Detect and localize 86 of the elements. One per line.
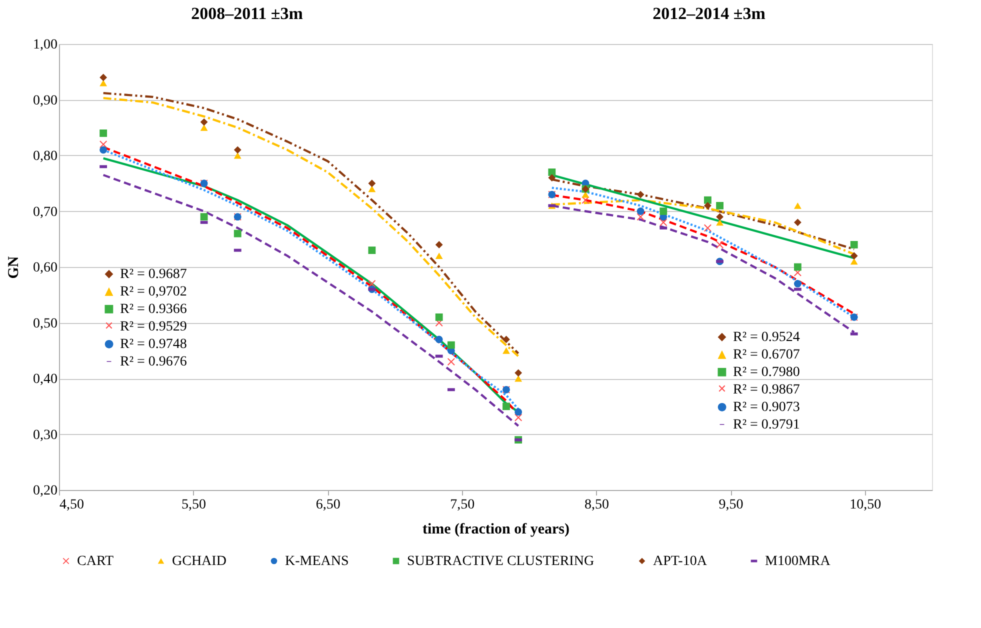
legend-label: K-MEANS [285,554,349,569]
annotation: ■ R² = 0.7980 [716,365,800,380]
legend-label: APT-10A [653,554,708,569]
point [514,375,522,382]
annotation: ▲ R² = 0,9702 [104,284,187,300]
point [660,208,668,215]
point [850,258,858,265]
y-tick-label: 0,70 [33,204,58,220]
point [100,74,108,82]
x-tick-label: 5,50 [182,498,206,512]
point [502,402,510,410]
point [514,369,522,377]
point [368,186,376,192]
point [716,213,724,221]
point [100,140,108,148]
annotation: ● R² = 0.9748 [104,337,187,352]
annotation: ✕ R² = 0.9529 [104,320,187,334]
point [548,174,556,182]
annotation: – R² = 0.9791 [719,418,800,432]
x-tick-label: 4,50 [60,498,84,512]
annotation: ■ R² = 0.9366 [104,302,187,317]
point [636,190,644,198]
y-tick-label: 1,00 [33,38,58,52]
point [850,252,858,260]
annotation: ▲ R² = 0.6707 [718,348,800,362]
legend-label: GCHAID [172,554,226,569]
point [704,196,712,204]
annotation: ◆ R² = 0.9687 [104,267,187,282]
annotation: – R² = 0.9676 [106,354,187,370]
x-tick-label: 10,50 [850,498,882,512]
point [447,358,455,366]
point [200,213,208,221]
annotation: ◆ R² = 0.9524 [718,330,800,345]
point [200,124,208,131]
point [234,146,242,154]
x-tick-label: 8,50 [584,498,609,512]
text: 2012–2014 ±3m [652,4,766,23]
x-tick-label: 6,50 [316,498,340,512]
point [514,414,522,422]
point [447,341,455,349]
x-axis-title: time (fraction of years) [422,522,570,538]
point [502,347,510,354]
annotation: ✕ R² = 0.9867 [717,382,800,398]
point [716,240,724,248]
point [850,240,858,248]
point [234,152,242,159]
legend-label: SUBTRACTIVE CLUSTERING [407,554,594,569]
point [794,280,802,288]
legend-label: M100MRA [765,554,832,569]
point [704,202,712,210]
point [100,146,108,154]
point [502,336,510,344]
point [514,408,522,416]
y-tick-label: 0,60 [33,260,58,276]
y-tick-label: 0,80 [33,149,58,164]
point [794,218,802,226]
point [435,336,443,344]
point [435,252,443,260]
annotation: ● R² = 0.9073 [717,400,800,415]
y-tick-label: 0,50 [33,316,58,332]
point [100,129,108,137]
point [435,240,443,248]
y-tick-label: 0,30 [33,428,58,443]
x-tick-label: 7,50 [450,498,475,512]
point [435,313,443,321]
point [636,213,644,221]
point [368,280,376,288]
point [794,263,802,271]
point [548,168,556,176]
y-axis-title: GN [6,256,22,279]
point [368,246,376,254]
point [234,230,242,238]
y-tick-label: 0,40 [33,372,58,387]
point [794,202,802,209]
point [660,218,668,226]
point [368,180,376,188]
text: 2008–2011 ±3m [191,4,303,23]
point [704,224,712,232]
legend-label: CART [77,554,114,569]
y-tick-label: 0,20 [33,484,58,498]
point [716,219,724,226]
point [200,118,208,126]
y-tick-label: 0,90 [33,93,58,108]
x-tick-label: 9,50 [718,498,744,512]
point [716,202,724,210]
point [636,208,644,215]
